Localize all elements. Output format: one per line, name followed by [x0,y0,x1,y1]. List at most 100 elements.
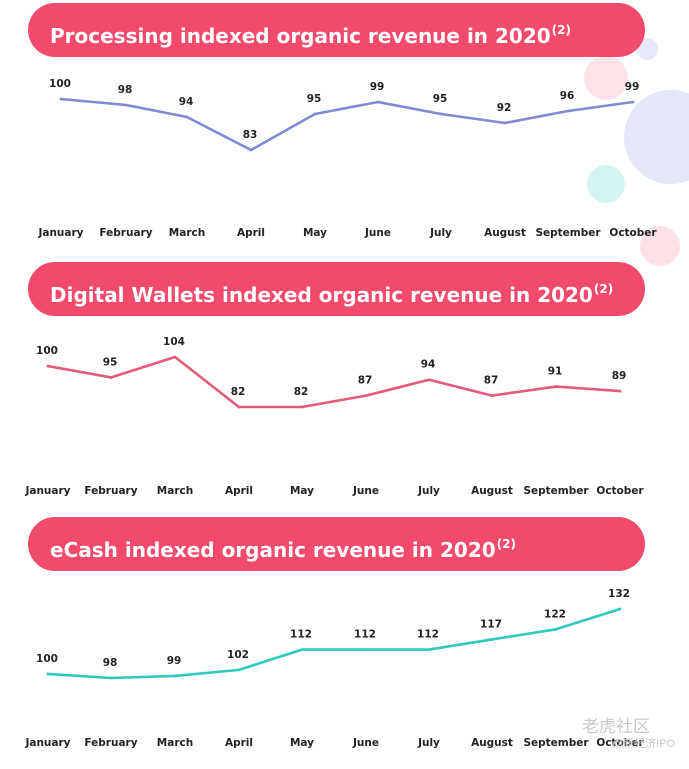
watermark-brand: 老虎社区 [582,717,650,736]
wallets-x-tick-label: July [417,485,440,497]
processing-data-label: 98 [118,84,133,96]
processing-series-line [59,97,635,152]
wallets-chart-title-banner: Digital Wallets indexed organic revenue … [28,262,645,316]
processing-data-label: 95 [307,93,322,105]
ecash-x-tick-label: August [471,737,513,749]
processing-data-point [249,148,253,152]
wallets-series-line [46,355,622,409]
ecash-chart-title-banner: eCash indexed organic revenue in 2020(2) [28,517,645,571]
processing-data-point [503,121,507,125]
ecash-data-label: 112 [354,629,376,641]
ecash-data-label: 122 [544,608,566,620]
ecash-data-point [173,674,177,678]
ecash-data-point [618,607,622,611]
wallets-data-label: 87 [358,375,373,387]
ecash-chart-title: eCash indexed organic revenue in 2020 [50,538,496,562]
ecash-data-point [300,648,304,651]
wallets-data-label: 87 [484,375,499,387]
ecash-x-tick-label: June [352,737,379,749]
wallets-data-point [300,405,304,409]
processing-data-point [185,115,189,119]
wallets-data-point [237,405,241,409]
processing-data-label: 95 [433,93,448,105]
processing-data-label: 94 [179,96,194,108]
wallets-data-label: 100 [36,345,58,357]
ecash-x-tick-label: February [84,737,137,749]
ecash-x-tick-label: March [157,737,193,749]
wallets-x-tick-label: February [84,485,137,497]
ecash-data-label: 132 [608,588,630,600]
decorative-bubble-pink [584,56,628,100]
processing-x-tick-label: April [237,227,265,239]
processing-data-point [376,100,380,104]
wallets-data-point [554,385,558,388]
processing-chart-title: Processing indexed organic revenue in 20… [50,24,551,48]
ecash-x-tick-label: September [523,737,589,749]
ecash-data-point [427,648,431,651]
wallets-chart-title-footnote: (2) [593,282,614,296]
ecash-x-tick-label: July [417,737,440,749]
ecash-data-point [237,668,241,672]
processing-chart-title-banner: Processing indexed organic revenue in 20… [28,3,645,57]
ecash-x-tick-label: January [24,737,70,749]
processing-data-label: 96 [560,90,575,102]
ecash-data-label: 98 [103,657,118,669]
processing-line-chart: 100 98 94 83 95 99 95 92 96 99 January February Marc… [37,78,657,239]
wallets-data-point [173,355,177,359]
ecash-data-label: 99 [167,655,182,667]
wallets-x-tick-label: June [352,485,379,497]
wallets-data-label: 82 [231,386,246,398]
wallets-x-tick-label: April [225,485,253,497]
ecash-data-label: 100 [36,653,58,665]
wallets-x-tick-label: May [290,485,314,497]
wallets-data-point [364,394,368,398]
wallets-data-label: 82 [294,386,309,398]
processing-x-tick-label: October [609,227,657,239]
processing-data-label: 100 [49,78,71,90]
processing-x-tick-label: February [99,227,152,239]
ecash-x-tick-label: April [225,737,253,749]
processing-x-tick-label: January [37,227,83,239]
decorative-bubble-lilac [636,38,658,60]
ecash-data-point [109,676,113,680]
wallets-data-point [490,394,494,398]
processing-data-label: 83 [243,129,258,141]
ecash-x-tick-label: October [596,737,644,749]
processing-data-label: 99 [370,81,385,93]
processing-chart-title-footnote: (2) [551,23,571,37]
ecash-data-point [490,638,494,641]
processing-x-tick-label: March [169,227,205,239]
processing-data-point [631,100,635,104]
ecash-data-label: 112 [290,629,312,641]
decorative-bubble-rose [640,226,680,266]
wallets-data-point [427,378,431,382]
wallets-data-label: 95 [103,356,118,368]
ecash-data-point [46,672,50,676]
ecash-data-point [554,627,558,631]
wallets-data-label: 94 [421,359,436,371]
wallets-x-tick-label: January [24,485,70,497]
processing-x-tick-label: May [303,227,327,239]
wallets-x-tick-label: September [523,485,589,497]
wallets-x-tick-label: August [471,485,513,497]
ecash-series-line [46,607,622,680]
processing-data-label: 92 [497,102,512,114]
processing-x-tick-label: June [364,227,391,239]
ecash-data-point [364,648,368,651]
wallets-data-label: 104 [163,336,185,348]
processing-data-point [59,97,63,101]
processing-x-tick-label: July [429,227,452,239]
wallets-line-chart: 100 95 104 82 82 87 94 87 91 89 January February Mar… [24,336,644,497]
ecash-chart-title-footnote: (2) [496,537,516,551]
ecash-data-label: 102 [227,649,249,661]
processing-data-label: 99 [625,81,640,93]
ecash-data-label: 117 [480,618,502,630]
processing-x-tick-label: September [535,227,601,239]
processing-data-point [124,103,128,107]
wallets-x-tick-label: October [596,485,644,497]
wallets-x-tick-label: March [157,485,193,497]
wallets-data-label: 91 [548,366,563,378]
processing-data-point [566,109,570,113]
ecash-line-chart: 100 98 99 102 112 112 112 117 122 132 January Febru… [24,588,644,749]
decorative-bubble-mint [587,165,625,203]
